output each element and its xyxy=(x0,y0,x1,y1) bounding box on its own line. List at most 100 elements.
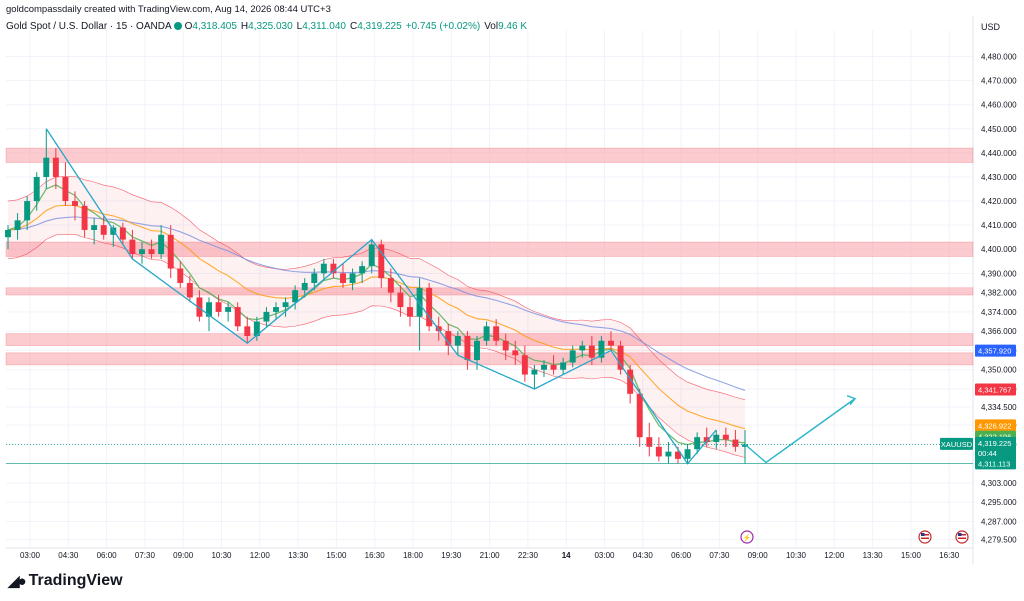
candle-body xyxy=(387,278,394,293)
candle-body xyxy=(234,307,241,327)
candle-body xyxy=(340,273,346,283)
time-tick-label: 19:30 xyxy=(441,551,462,560)
price-tick-label: 4,382.000 xyxy=(981,289,1017,298)
us-flag-canton xyxy=(921,533,925,536)
high-label: H xyxy=(240,21,249,32)
price-tick-label: 4,460.000 xyxy=(981,101,1017,110)
price-tag-label: 4,311.113 xyxy=(978,459,1010,468)
candle-body xyxy=(598,340,605,358)
candle-body xyxy=(320,263,327,274)
candle-body xyxy=(426,287,433,327)
envelope-band xyxy=(8,176,745,458)
time-tick-label: 07:30 xyxy=(709,551,730,560)
us-flag-canton xyxy=(958,533,962,536)
time-tick-label: 10:30 xyxy=(211,551,232,560)
candle-body xyxy=(311,273,318,283)
us-flag-stripe xyxy=(958,537,966,539)
market-status-icon xyxy=(173,22,182,31)
candle-body xyxy=(627,369,634,394)
close-label: C xyxy=(349,21,358,32)
tradingview-logo[interactable]: ◢● TradingView xyxy=(8,572,123,590)
candle-body xyxy=(91,225,98,230)
candle-body xyxy=(378,244,385,279)
brand-name: TradingView xyxy=(28,572,123,589)
time-tick-label: 09:00 xyxy=(173,551,194,560)
candle-body xyxy=(167,234,174,269)
time-tick-label: 03:00 xyxy=(594,551,615,560)
candle-body xyxy=(5,229,11,238)
resistance-zone xyxy=(5,147,974,163)
us-flag-icon xyxy=(955,530,969,544)
candle-body xyxy=(531,369,538,375)
candle-body xyxy=(474,340,480,361)
candle-body xyxy=(14,220,21,230)
price-tick-label: 4,430.000 xyxy=(981,173,1017,182)
price-tag xyxy=(975,446,1016,459)
candle-body xyxy=(52,157,59,177)
us-flag-stripe xyxy=(921,534,929,536)
candle-body xyxy=(301,282,308,291)
close-value: 4,319.225 xyxy=(357,21,402,32)
candle-body xyxy=(502,340,509,351)
price-tick-label: 4,287.000 xyxy=(981,517,1017,526)
time-tick-label: 14 xyxy=(562,551,571,560)
projection-arrowhead xyxy=(846,394,857,406)
time-tick-label: 15:00 xyxy=(326,551,347,560)
symbol-name[interactable]: Gold Spot / U.S. Dollar · 15 · OANDA xyxy=(6,21,172,32)
candle-body xyxy=(550,364,557,370)
resistance-zone xyxy=(5,241,974,257)
economic-event-icon xyxy=(740,530,754,544)
candle-body xyxy=(579,345,586,351)
price-tag-label: 4,326.922 xyxy=(978,421,1011,430)
low-label: L xyxy=(296,21,303,32)
us-flag-stripe xyxy=(921,537,929,539)
time-tick-label: 18:00 xyxy=(403,551,424,560)
high-value: 4,325.030 xyxy=(248,21,293,32)
candle-body xyxy=(512,350,519,356)
candle-body xyxy=(368,244,375,267)
candle-body xyxy=(129,239,136,255)
candle-body xyxy=(177,268,184,283)
price-tick-label: 4,470.000 xyxy=(981,77,1017,86)
price-tick-label: 4,374.000 xyxy=(981,308,1017,317)
price-tag-label: 4,341.767 xyxy=(978,386,1011,395)
price-tick-label: 4,295.000 xyxy=(981,498,1017,507)
candle-body xyxy=(454,335,461,346)
candle-body xyxy=(62,176,69,202)
time-tick-label: 09:00 xyxy=(748,551,769,560)
candle-body xyxy=(282,302,289,308)
price-tag xyxy=(975,436,1016,449)
candle-body xyxy=(158,234,165,255)
ma-long-line xyxy=(7,216,746,391)
time-tick-label: 16:30 xyxy=(939,551,960,560)
candle-body xyxy=(43,157,50,177)
price-tag-label: 4,357.920 xyxy=(978,347,1011,356)
candle-body xyxy=(119,227,126,240)
candle-body xyxy=(521,355,528,375)
candle-body xyxy=(273,307,279,312)
candle-body xyxy=(646,437,653,447)
open-value: 4,318.405 xyxy=(192,21,237,32)
time-tick-label: 13:30 xyxy=(288,551,309,560)
candle-body xyxy=(349,273,356,283)
time-tick-label: 15:00 xyxy=(901,551,922,560)
open-label: O xyxy=(184,21,193,32)
time-tick-label: 12:00 xyxy=(824,551,845,560)
candle-body xyxy=(186,282,193,298)
time-tick-label: 04:30 xyxy=(633,551,654,560)
candle-body xyxy=(655,446,662,457)
candle-body xyxy=(196,297,203,317)
price-tag xyxy=(975,344,1016,357)
price-tag-label: 00:44 xyxy=(978,449,997,458)
candle-body xyxy=(330,263,337,274)
candle-body xyxy=(665,451,672,457)
symbol-legend[interactable]: Gold Spot / U.S. Dollar · 15 · OANDA O4,3… xyxy=(6,21,527,32)
time-tick-label: 21:00 xyxy=(480,551,501,560)
candle-body xyxy=(560,362,567,370)
time-tick-label: 10:30 xyxy=(786,551,807,560)
price-tag-label: 4,319.225 xyxy=(978,439,1011,448)
price-tick-label: 4,480.000 xyxy=(981,53,1017,62)
candle-body xyxy=(253,321,260,336)
candle-body xyxy=(732,439,739,447)
